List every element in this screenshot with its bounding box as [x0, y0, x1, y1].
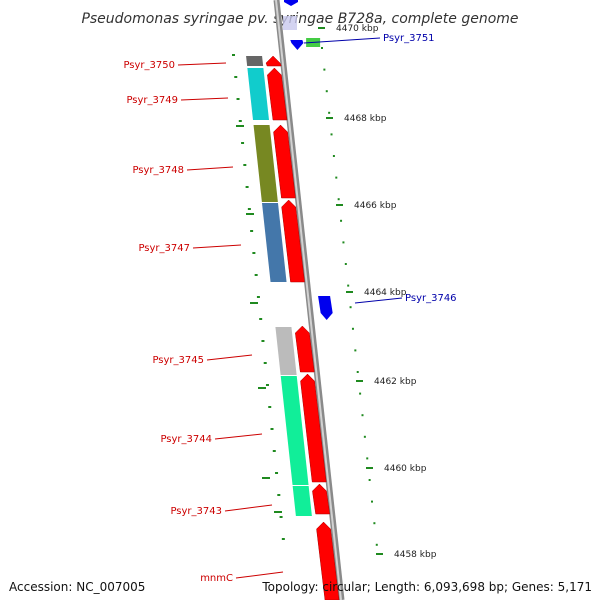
psyr-3748-label: Psyr_3748 [132, 165, 184, 176]
psyr-3749-gene-arrow [267, 67, 288, 121]
scale-tick-label: 4458 kbp [394, 550, 437, 560]
psyr-3747-label: Psyr_3747 [138, 243, 190, 254]
psyr-3743-label: Psyr_3743 [170, 506, 222, 517]
cog-feature-track [246, 38, 321, 516]
topology-info: Topology: circular; Length: 6,093,698 bp… [262, 580, 592, 594]
psyr-3750-label: Psyr_3750 [123, 60, 175, 71]
psyr-3743-cog-block [292, 486, 312, 516]
psyr-3743-gene-arrow [312, 483, 330, 515]
psyr-3751-leader-line [303, 37, 381, 44]
psyr-3750-leader-line [177, 62, 227, 66]
psyr-3751-label: Psyr_3751 [383, 33, 435, 44]
scale-tick-label: 4466 kbp [354, 201, 397, 211]
genome-backbone [273, 0, 345, 600]
gene-track [265, 0, 340, 600]
scale-tick-label: 4464 kbp [364, 288, 407, 298]
backbone-highlight [275, 0, 342, 600]
psyr-3751-gene-arrow [290, 40, 304, 50]
psyr-3747-gene-arrow [281, 199, 305, 283]
mnmc-gene-arrow [316, 521, 340, 600]
psyr-3744-leader-line [214, 433, 263, 440]
psyr-3745-gene-arrow [295, 325, 315, 373]
psyr-3749-leader-line [180, 97, 229, 101]
psyr-3749-label: Psyr_3749 [126, 95, 178, 106]
psyr-3745-label: Psyr_3745 [152, 355, 204, 366]
psyr-3749-cog-block [247, 68, 269, 120]
mnmc-label: mnmC [200, 573, 233, 584]
psyr-3745-leader-line [206, 354, 253, 361]
psyr-3750-cog-block [246, 56, 264, 66]
scale-tick-label: 4468 kbp [344, 114, 387, 124]
psyr-3748-cog-block [253, 125, 278, 202]
psyr-3746-label: Psyr_3746 [405, 293, 457, 304]
psyr-3745-cog-block [275, 327, 297, 375]
reverse-gene-arrow [284, 0, 298, 6]
psyr-3744-label: Psyr_3744 [160, 434, 212, 445]
psyr-3750-gene-arrow [265, 55, 282, 67]
gene-labels: Psyr_3751 Psyr_3750 Psyr_3749 Psyr_3748 Psyr… [123, 33, 456, 584]
psyr-3747-cog-block [261, 203, 287, 282]
psyr-3748-gene-arrow [273, 124, 296, 199]
gene-shadow-block [283, 16, 297, 30]
psyr-3748-leader-line [186, 166, 234, 171]
scale-labels: 4470 kbp 4468 kbp 4466 kbp 4464 kbp 4462 kbp… [336, 24, 437, 560]
psyr-3744-gene-arrow [300, 373, 327, 483]
psyr-3746-gene-arrow [318, 296, 333, 320]
psyr-3744-cog-block [280, 376, 309, 485]
scale-ticks [232, 27, 383, 555]
accession-label: Accession: NC_007005 [9, 580, 146, 594]
scale-tick-label: 4470 kbp [336, 24, 379, 34]
scale-tick-label: 4462 kbp [374, 377, 417, 387]
genome-title: Pseudomonas syringae pv. syringae B728a,… [81, 11, 518, 27]
scale-tick-label: 4460 kbp [384, 464, 427, 474]
psyr-3747-leader-line [192, 244, 242, 249]
psyr-3746-leader-line [354, 297, 403, 304]
psyr-3743-leader-line [224, 504, 273, 512]
mnmc-leader-line [235, 571, 284, 579]
